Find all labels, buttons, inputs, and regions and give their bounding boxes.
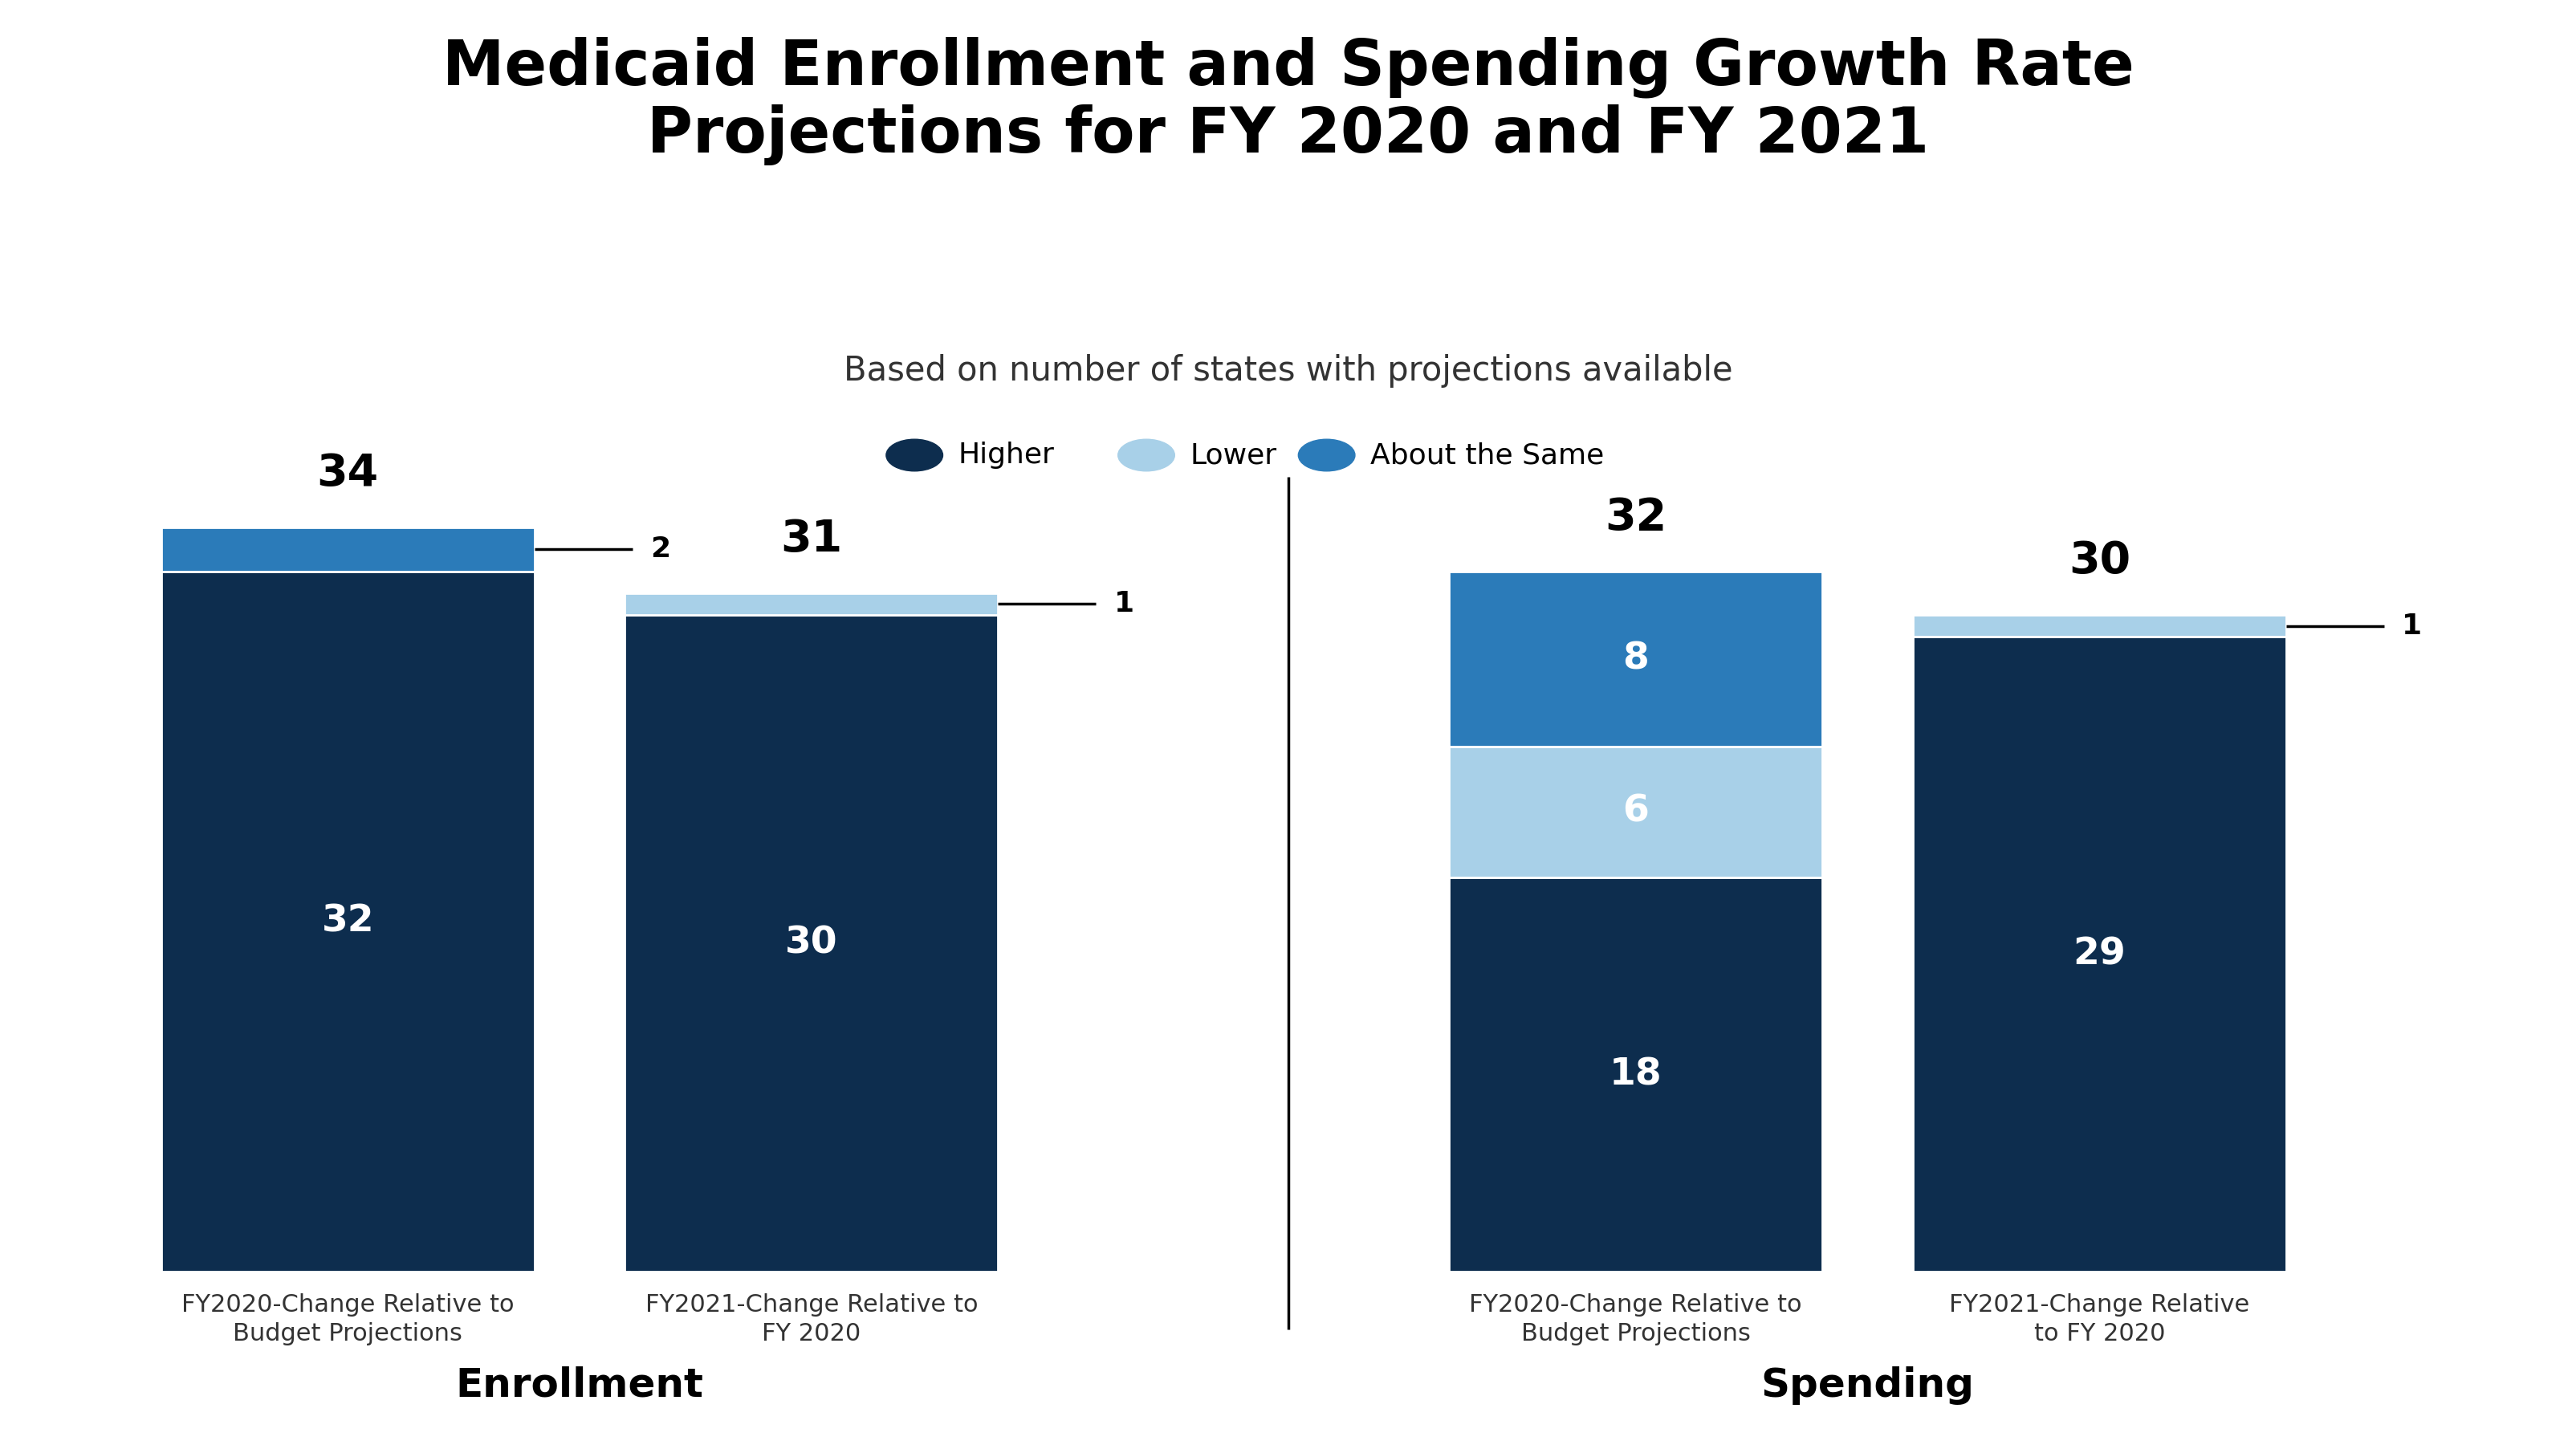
Bar (623, 592, 997, 616)
Bar (1448, 571, 1821, 746)
Text: FY2021-Change Relative
to FY 2020: FY2021-Change Relative to FY 2020 (1950, 1293, 2249, 1345)
Text: Based on number of states with projections available: Based on number of states with projectio… (842, 354, 1734, 387)
Text: 31: 31 (781, 517, 842, 561)
Bar (1448, 746, 1821, 877)
Text: 34: 34 (317, 452, 379, 496)
Text: 30: 30 (2069, 540, 2130, 584)
Text: Medicaid Enrollment and Spending Growth Rate
Projections for FY 2020 and FY 2021: Medicaid Enrollment and Spending Growth … (443, 36, 2133, 166)
Text: 8: 8 (1623, 640, 1649, 676)
Text: 1: 1 (2401, 613, 2421, 640)
Text: 30: 30 (786, 925, 837, 961)
Text: 18: 18 (1610, 1056, 1662, 1092)
Text: 32: 32 (1605, 496, 1667, 539)
Text: Enrollment: Enrollment (456, 1366, 703, 1405)
Text: 29: 29 (2074, 936, 2125, 972)
Bar (162, 571, 536, 1272)
Bar (1911, 637, 2287, 1272)
Bar (623, 616, 997, 1272)
Text: FY2021-Change Relative to
FY 2020: FY2021-Change Relative to FY 2020 (644, 1293, 979, 1345)
Text: 32: 32 (322, 903, 374, 939)
Text: Higher: Higher (958, 442, 1054, 468)
Bar (162, 527, 536, 571)
Bar (1911, 616, 2287, 637)
Text: FY2020-Change Relative to
Budget Projections: FY2020-Change Relative to Budget Project… (180, 1293, 515, 1345)
Text: 2: 2 (649, 536, 670, 564)
Text: About the Same: About the Same (1370, 442, 1605, 468)
Text: 6: 6 (1623, 793, 1649, 829)
Text: Lower: Lower (1190, 442, 1278, 468)
Text: FY2020-Change Relative to
Budget Projections: FY2020-Change Relative to Budget Project… (1468, 1293, 1803, 1345)
Circle shape (1118, 439, 1175, 471)
Text: Spending: Spending (1762, 1366, 1973, 1405)
Circle shape (886, 439, 943, 471)
Text: 1: 1 (1113, 591, 1133, 617)
Circle shape (1298, 439, 1355, 471)
Bar (1448, 877, 1821, 1272)
